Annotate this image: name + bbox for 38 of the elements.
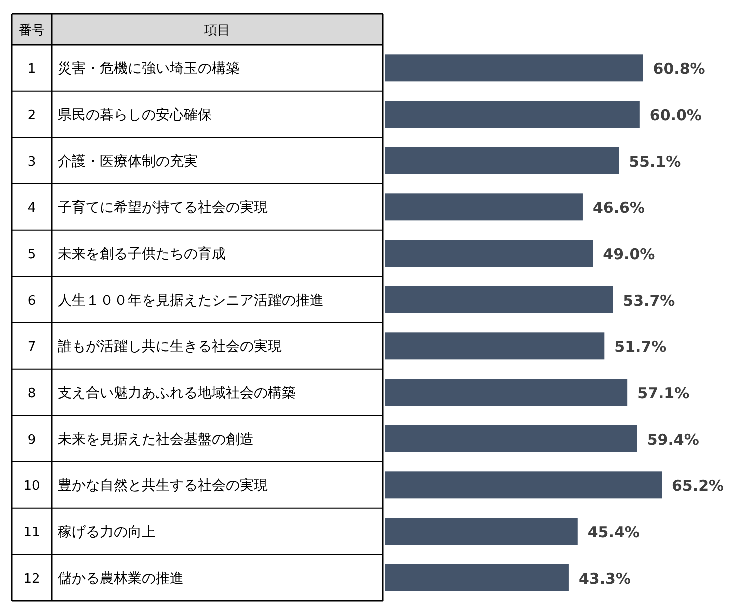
- data-label: 60.0%: [650, 106, 702, 124]
- y-tick-label: 人生１００年を見据えたシニア活躍の推進: [58, 292, 324, 309]
- text: 2: [28, 108, 36, 124]
- data-label: 65.2%: [672, 477, 724, 496]
- data-label: 46.6%: [592, 199, 646, 218]
- text: 12: [24, 572, 40, 587]
- text: 7: [28, 340, 36, 356]
- text: 6: [28, 294, 36, 309]
- data-label: 49.0%: [603, 246, 656, 264]
- text: 5: [28, 248, 36, 262]
- data-label: 59.4%: [647, 430, 700, 449]
- y-tick-label: 子育てに希望が持てる社会の実現: [58, 199, 268, 216]
- y-tick-label: 支え合い魅力あふれる地域社会の構築: [58, 386, 296, 402]
- text: 9: [28, 432, 36, 448]
- text: 3: [28, 154, 36, 170]
- y-tick-label: 災害・危機に強い埼玉の構築: [58, 61, 240, 78]
- y-tick-label: 豊かな自然と共生する社会の実現: [58, 478, 268, 494]
- text: 8: [28, 386, 36, 402]
- data-label: 55.1%: [629, 152, 682, 171]
- data-label: 45.4%: [588, 524, 640, 542]
- data-label: 43.3%: [578, 570, 632, 588]
- text: 番号: [19, 24, 45, 38]
- text: 1: [28, 62, 36, 78]
- text: 10: [24, 479, 40, 494]
- y-tick-label: 未来を創る子供たちの育成: [58, 246, 226, 262]
- data-label: 53.7%: [623, 292, 676, 310]
- data-label: 51.7%: [614, 338, 667, 356]
- y-tick-label: 誰もが活躍し共に生きる社会の実現: [58, 339, 282, 356]
- data-label: 60.8%: [653, 60, 706, 78]
- y-tick-label: 儲かる農林業の推進: [58, 570, 184, 587]
- y-tick-label: 県民の暮らしの安心確保: [58, 108, 212, 124]
- text: 4: [28, 201, 36, 216]
- y-tick-label: 介護・医療体制の充実: [58, 154, 198, 170]
- text: 11: [24, 526, 40, 540]
- data-label: 57.1%: [638, 384, 690, 402]
- text: 項目: [204, 24, 230, 38]
- y-tick-label: 稼げる力の向上: [58, 524, 156, 540]
- y-tick-label: 未来を見据えた社会基盤の創造: [58, 432, 254, 448]
